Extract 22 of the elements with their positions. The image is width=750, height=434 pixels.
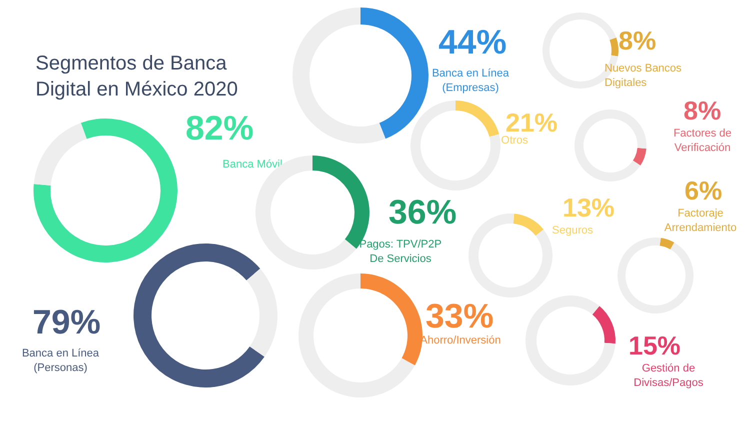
data-label: 13% <box>562 192 615 222</box>
data-label: 15% <box>628 330 681 360</box>
data-label: 44% <box>438 24 507 62</box>
slice-label: Seguros <box>552 224 594 236</box>
slice-label: Banca en Línea (Personas) <box>22 348 100 374</box>
slice-label: Factoraje Arrendamiento <box>664 208 737 234</box>
data-label: 6% <box>684 176 722 206</box>
data-label: 33% <box>426 298 494 336</box>
slice-label: Banca en Línea (Empresas) <box>432 68 510 94</box>
slice-label: Banca Móvil <box>222 158 282 170</box>
data-label: 8% <box>618 26 656 56</box>
data-label: 82% <box>186 110 254 148</box>
chart-title: Segmentos de Banca Digital en México 2020 <box>36 52 238 100</box>
data-label: 36% <box>388 194 457 232</box>
slice-label: Factores de Verificación <box>673 128 732 154</box>
data-label: 21% <box>506 108 558 138</box>
data-label: 79% <box>32 304 101 342</box>
slice-label: Nuevos Bancos Digitales <box>604 62 682 89</box>
slice-label: Gestión de Divisas/Pagos <box>634 362 704 389</box>
data-label: 8% <box>684 96 722 126</box>
slice-label: Pagos: TPV/P2P De Servicios <box>359 238 442 265</box>
slice-label: Otros <box>501 134 528 146</box>
